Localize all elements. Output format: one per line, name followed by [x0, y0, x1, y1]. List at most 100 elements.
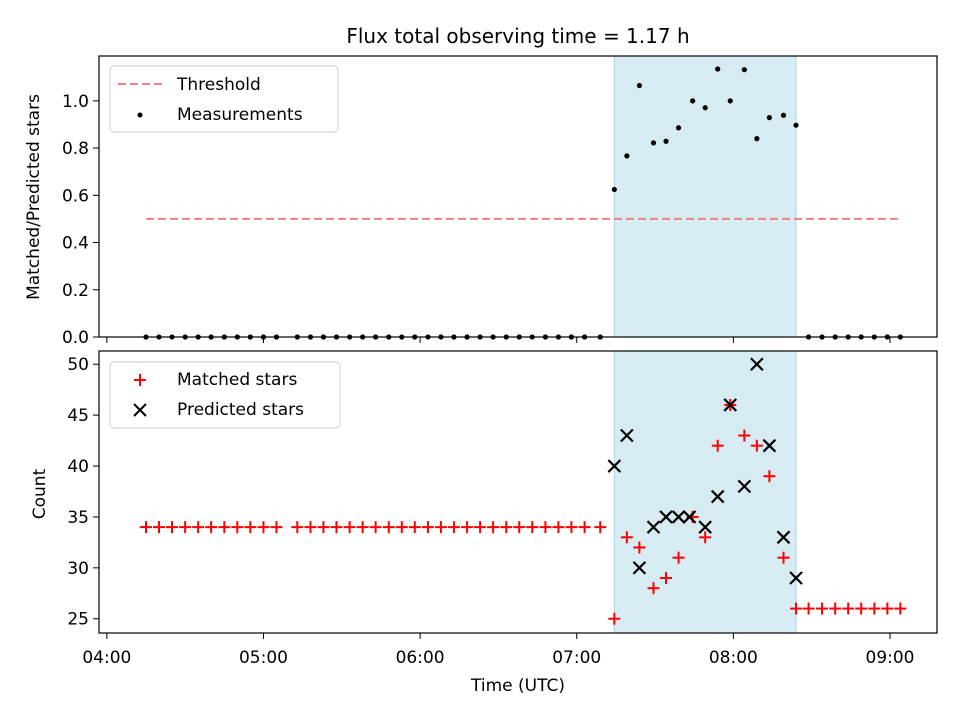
bottom-highlight-span	[613, 350, 797, 634]
predicted-star-point	[659, 510, 673, 524]
x-tick-label: 04:00	[82, 648, 131, 668]
matched-star-point	[513, 521, 526, 534]
matched-star-point	[842, 602, 855, 615]
measurement-point	[715, 66, 721, 72]
x-axis-label: Time (UTC)	[470, 676, 565, 696]
matched-star-point	[152, 521, 165, 534]
predicted-star-point	[762, 438, 777, 453]
predicted-star-point	[776, 530, 791, 545]
matched-star-point	[633, 541, 646, 554]
predicted-star-point	[789, 571, 803, 585]
matched-star-point	[855, 602, 868, 615]
bottom-y-tick-label: 40	[67, 457, 89, 477]
legend-matched-swatch	[134, 374, 146, 386]
matched-star-point	[343, 521, 356, 534]
measurement-point	[727, 98, 733, 104]
bottom-y-tick-label: 45	[67, 406, 89, 426]
matched-star-point	[647, 582, 660, 595]
measurement-point	[741, 67, 747, 73]
matched-star-point	[750, 439, 763, 452]
predicted-star-point	[620, 428, 634, 443]
measurement-point	[663, 138, 669, 144]
top-y-tick-label: 0.6	[62, 186, 89, 206]
bottom-legend: Matched stars Predicted stars	[109, 361, 341, 429]
top-highlight-span	[613, 55, 797, 338]
matched-star-point	[790, 602, 803, 615]
measurement-point	[624, 153, 630, 159]
matched-star-point	[165, 521, 178, 534]
measurement-point	[780, 112, 787, 118]
measurement-point	[766, 115, 773, 121]
predicted-star-point	[710, 489, 725, 504]
legend-predicted-swatch	[133, 403, 147, 417]
measurement-point	[675, 125, 682, 131]
bottom-y-tick-label: 35	[67, 508, 89, 528]
matched-star-point	[330, 521, 343, 534]
measurement-point	[793, 122, 799, 128]
matched-star-point	[526, 521, 539, 534]
matched-star-point	[608, 612, 621, 625]
matched-star-point	[434, 521, 447, 534]
matched-star-point	[711, 439, 724, 452]
bottom-y-tick-label: 25	[67, 610, 89, 630]
matched-star-point	[816, 602, 829, 615]
matched-star-point	[205, 521, 218, 534]
predicted-star-point	[632, 561, 647, 575]
matched-star-point	[660, 572, 673, 585]
matched-star-point	[218, 521, 231, 534]
matched-star-point	[395, 521, 408, 534]
matched-star-point	[270, 521, 283, 534]
matched-star-point	[699, 531, 712, 544]
top-panel: 0.0 0.2 0.4 0.6 0.8 1.0	[62, 55, 938, 348]
matched-star-point	[257, 521, 270, 534]
matched-star-point	[179, 521, 192, 534]
predicted-star-point	[646, 520, 661, 534]
matched-star-point	[244, 521, 257, 534]
x-tick-label: 05:00	[239, 648, 288, 668]
matched-star-point	[382, 521, 395, 534]
top-y-tick-label: 0.4	[62, 234, 89, 254]
matched-star-point	[447, 521, 460, 534]
matched-star-point	[291, 521, 304, 534]
matched-star-point	[802, 602, 815, 615]
top-y-tick-label: 0.0	[62, 328, 89, 348]
chart-title: Flux total observing time = 1.17 h	[346, 24, 689, 48]
matched-star-point	[356, 521, 369, 534]
matched-star-point	[868, 602, 881, 615]
x-tick-label: 07:00	[552, 648, 601, 668]
matched-star-point	[317, 521, 330, 534]
matched-star-point	[829, 602, 842, 615]
matched-star-point	[777, 551, 790, 564]
matched-star-point	[139, 521, 152, 534]
matched-star-point	[881, 602, 894, 615]
top-y-tick-label: 1.0	[62, 92, 89, 112]
predicted-star-point	[698, 520, 712, 534]
top-legend-box	[109, 65, 339, 133]
bottom-legend-box	[109, 361, 341, 429]
top-legend: Threshold Measurements	[109, 65, 339, 133]
x-tick-label: 09:00	[866, 648, 915, 668]
matched-star-point	[421, 521, 434, 534]
matched-star-point	[461, 521, 474, 534]
bottom-y-axis-label: Count	[30, 468, 50, 519]
predicted-star-point	[723, 398, 738, 412]
x-tick-label: 06:00	[396, 648, 445, 668]
legend-predicted-label: Predicted stars	[177, 400, 304, 420]
matched-star-point	[408, 521, 421, 534]
bottom-y-tick-label: 50	[67, 355, 89, 375]
measurement-point	[702, 105, 708, 111]
measurement-point	[636, 82, 642, 89]
top-y-tick-label: 0.8	[62, 139, 89, 159]
predicted-star-point	[671, 510, 686, 524]
predicted-star-point	[737, 479, 752, 494]
matched-star-point	[565, 521, 578, 534]
legend-measurements-label: Measurements	[177, 105, 303, 125]
measurement-point	[690, 98, 696, 104]
matched-star-point	[672, 551, 685, 564]
predicted-star-point	[750, 357, 764, 372]
matched-star-point	[763, 470, 776, 483]
top-y-axis-label: Matched/Predicted stars	[24, 94, 44, 300]
measurement-point	[611, 186, 617, 193]
predicted-star-point	[607, 459, 622, 473]
